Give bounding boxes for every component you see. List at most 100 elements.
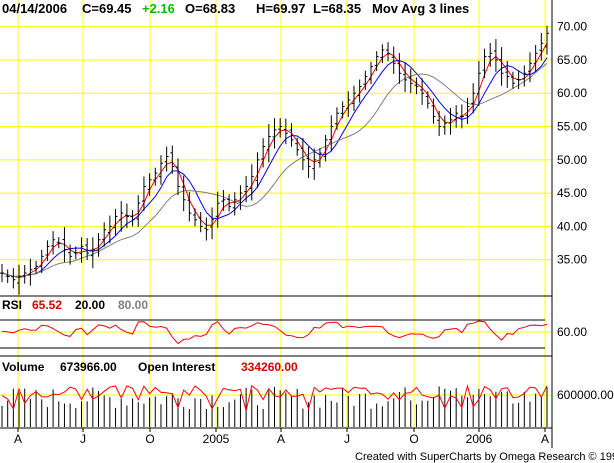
y-tick-label: 60.00 [557, 86, 587, 100]
ohlc-bar [431, 98, 436, 124]
moving-average-line [1, 43, 548, 279]
ohlc-bar [22, 265, 27, 284]
quote-date: 04/14/2006 [2, 1, 67, 16]
ohlc-bar [414, 77, 419, 95]
x-tick-label: O [409, 432, 418, 446]
ohlc-bar [403, 62, 408, 92]
volume-tick-label: 600000.00 [557, 388, 614, 402]
ohlc-bar [227, 194, 232, 212]
ohlc-bar [204, 217, 209, 241]
ohlc-bar [346, 91, 351, 117]
ohlc-bar [147, 173, 152, 196]
x-tick-label: 2006 [466, 432, 493, 446]
ohlc-bar [391, 46, 396, 74]
ohlc-bar [476, 60, 481, 106]
ohlc-bar [505, 60, 510, 88]
ohlc-bar [0, 263, 4, 283]
ohlc-bar [119, 201, 124, 232]
ohlc-bar [454, 105, 459, 128]
ohlc-bar [351, 85, 356, 111]
ohlc-bar [442, 115, 447, 135]
volume-label: Volume [2, 360, 45, 374]
rsi-upper-band: 80.00 [118, 298, 148, 312]
ohlc-bar [85, 238, 90, 261]
y-tick-label: 35.00 [557, 253, 587, 267]
ohlc-bar [96, 233, 101, 257]
ohlc-bar [369, 61, 374, 85]
ohlc-bar [187, 191, 192, 222]
ohlc-bar [420, 78, 425, 105]
ohlc-bar [533, 45, 538, 72]
ohlc-bar [17, 264, 22, 295]
rsi-panel [0, 319, 548, 349]
ohlc-bar [437, 110, 442, 137]
ohlc-bar [5, 269, 10, 284]
ohlc-bar [39, 249, 44, 274]
x-tick-label: A [541, 432, 549, 446]
y-tick-label: 40.00 [557, 219, 587, 233]
ohlc-bar [539, 32, 544, 61]
rsi-value: 65.52 [32, 298, 62, 312]
ohlc-bar [380, 44, 385, 64]
rsi-line [1, 320, 548, 345]
ohlc-bar [238, 185, 243, 210]
ohlc-bar [266, 124, 271, 163]
ohlc-bar [113, 208, 118, 236]
x-tick-label: A [277, 432, 285, 446]
ohlc-bar [516, 70, 521, 90]
ohlc-bar [215, 191, 220, 228]
ohlc-bar [289, 123, 294, 147]
ohlc-bar [522, 65, 527, 87]
ohlc-bar [272, 118, 277, 149]
volume-panel [1, 383, 548, 427]
ohlc-bar [51, 231, 56, 255]
study-label: Mov Avg 3 lines [372, 1, 469, 16]
quote-close: C=69.45 [82, 1, 132, 16]
ohlc-bar [527, 52, 532, 83]
ohlc-bar [493, 39, 498, 72]
ohlc-bar [130, 210, 135, 227]
ohlc-bar [232, 192, 237, 216]
quote-change: +2.16 [142, 1, 175, 16]
y-tick-label: 45.00 [557, 186, 587, 200]
y-tick-label: 55.00 [557, 120, 587, 134]
ohlc-bar [465, 97, 470, 124]
ohlc-bar [136, 195, 141, 227]
ohlc-bar [261, 138, 266, 168]
ohlc-bar [158, 155, 163, 185]
ohlc-bar [249, 164, 254, 201]
ohlc-bar [323, 134, 328, 162]
quote-low: L=68.35 [313, 1, 361, 16]
ohlc-bar [471, 83, 476, 114]
ohlc-bar [45, 240, 50, 262]
ohlc-bar [34, 260, 39, 274]
ohlc-bar [408, 68, 413, 94]
price-bars [0, 25, 549, 295]
ohlc-bar [210, 207, 215, 240]
ohlc-bar [28, 258, 33, 286]
y-tick-label: 50.00 [557, 153, 587, 167]
open-interest-value: 334260.00 [241, 360, 298, 374]
ohlc-bar [283, 118, 288, 145]
ohlc-bar [124, 203, 129, 229]
x-tick-label: O [145, 432, 154, 446]
ohlc-bar [175, 158, 180, 196]
ohlc-bar [90, 237, 95, 269]
rsi-label: RSI [2, 298, 22, 312]
axis-labels: 35.00 40.00 45.00 50.00 55.00 60.00 65.00 70.00… [14, 20, 614, 446]
open-interest-label: Open Interest [138, 360, 215, 374]
ohlc-bar [153, 167, 158, 186]
ohlc-bar [193, 208, 198, 227]
ohlc-bar [329, 115, 334, 151]
ohlc-bar [79, 237, 84, 263]
ohlc-bar [317, 148, 322, 168]
ohlc-bar [340, 101, 345, 119]
rsi-tick-label: 60.00 [557, 325, 587, 339]
ohlc-bar [68, 244, 73, 265]
ohlc-bar [73, 246, 78, 260]
ohlc-bar [11, 268, 16, 289]
ohlc-bar [397, 53, 402, 84]
ohlc-bar [448, 108, 453, 135]
ohlc-bar [425, 91, 430, 109]
